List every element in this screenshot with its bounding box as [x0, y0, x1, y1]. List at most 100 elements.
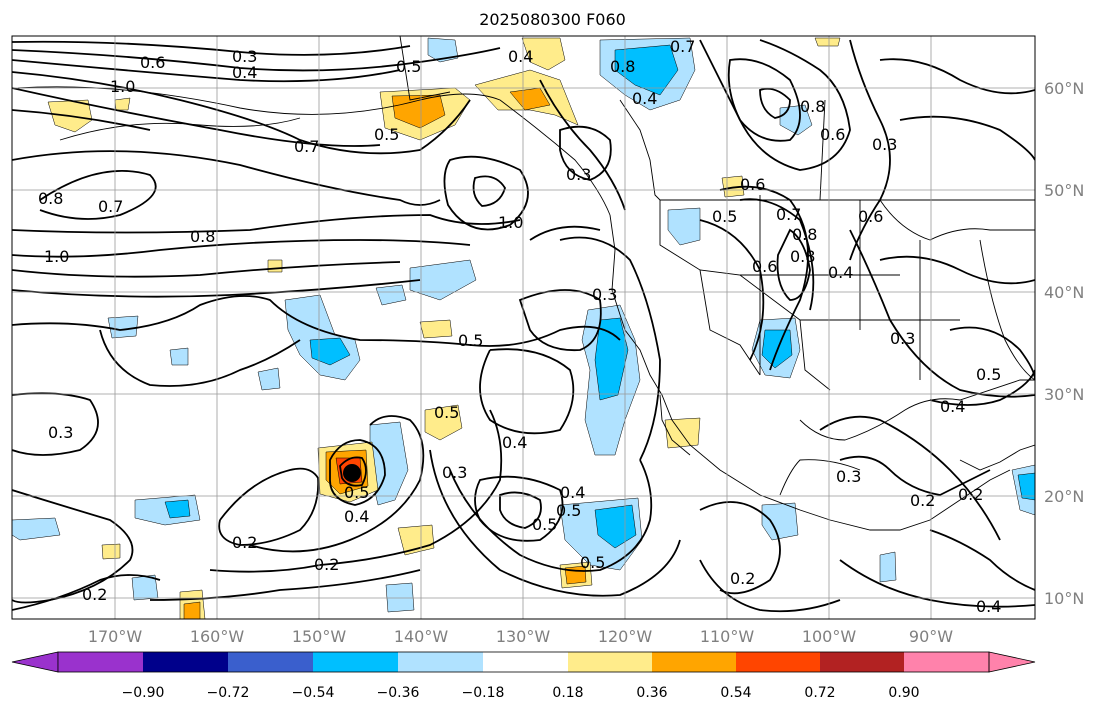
- contour-label: 0.8: [190, 227, 215, 246]
- colorbar-segment: [736, 652, 820, 672]
- colorbar-tick-label: −0.90: [122, 685, 165, 701]
- contour-label: 0.5: [344, 483, 369, 502]
- lon-label: 100°W: [802, 627, 857, 646]
- contour-label: 0.5: [396, 57, 421, 76]
- colorbar-segment: [58, 652, 143, 672]
- contour-label: 0.5: [532, 515, 557, 534]
- contour-labels: 0.3 0.4 0.6 1.0 0.5 0.4 0.7 0.8 0.4 0.5 …: [38, 37, 1001, 616]
- contour-label: 0.4: [976, 597, 1001, 616]
- colorbar-segment: [228, 652, 313, 672]
- colorbar-tick-label: −0.54: [292, 685, 335, 701]
- contour-label: 0.3: [872, 135, 897, 154]
- contour-label: 0.3: [566, 165, 591, 184]
- contour-label: 0.2: [82, 585, 107, 604]
- contour-label: 0.4: [344, 507, 369, 526]
- contour-label: 0.6: [140, 53, 165, 72]
- lon-label: 90°W: [909, 627, 953, 646]
- longitude-labels: 170°W 160°W 150°W 140°W 130°W 120°W 110°…: [88, 627, 953, 646]
- colorbar-tick-label: 0.72: [804, 685, 835, 701]
- contour-label: 0.8: [38, 189, 63, 208]
- contour-label: 0.8: [610, 57, 635, 76]
- colorbar-segment: [568, 652, 652, 672]
- colorbar-tick-label: −0.36: [377, 685, 420, 701]
- contour-label: 0.5: [556, 501, 581, 520]
- contour-label: 0.2: [314, 555, 339, 574]
- contour-label: 0.7: [776, 205, 801, 224]
- contour-label: 0.4: [232, 63, 257, 82]
- lon-label: 140°W: [394, 627, 449, 646]
- lat-label: 50°N: [1044, 181, 1084, 200]
- contour-label: 0.6: [752, 257, 777, 276]
- contour-label: 0.4: [632, 89, 657, 108]
- contour-label: 0.4: [508, 47, 533, 66]
- colorbar-min-extend: [11, 651, 59, 673]
- lat-label: 10°N: [1044, 589, 1084, 608]
- colorbar-tick-label: −0.72: [207, 685, 250, 701]
- lon-label: 150°W: [292, 627, 347, 646]
- lon-label: 120°W: [598, 627, 653, 646]
- lon-label: 130°W: [496, 627, 551, 646]
- contour-label: 0.6: [858, 207, 883, 226]
- colorbar-tick-label: 0.54: [720, 685, 751, 701]
- contour-label: 0.6: [740, 175, 765, 194]
- contour-label: 0.8: [800, 97, 825, 116]
- latitude-labels: 60°N 50°N 40°N 30°N 20°N 10°N: [1044, 79, 1084, 608]
- contour-label: 0.4: [940, 397, 965, 416]
- colorbar-max-extend: [988, 651, 1036, 673]
- contour-label: 0.4: [502, 433, 527, 452]
- lat-label: 40°N: [1044, 283, 1084, 302]
- colorbar: −0.90 −0.72 −0.54 −0.36 −0.18 0.18 0.36 …: [11, 651, 1036, 701]
- map-frame: [11, 35, 1036, 620]
- contour-label: 0.7: [98, 197, 123, 216]
- contour-label: 0.3: [890, 329, 915, 348]
- contour-label: 0.3: [592, 285, 617, 304]
- contour-label: 1.0: [110, 77, 135, 96]
- lat-label: 20°N: [1044, 487, 1084, 506]
- contour-label: 0.5: [976, 365, 1001, 384]
- lon-label: 110°W: [700, 627, 755, 646]
- contour-label: 0.5: [712, 207, 737, 226]
- contour-label: 0.3: [232, 47, 257, 66]
- colorbar-segment: [904, 652, 989, 672]
- shaded-fields: [12, 37, 1035, 619]
- colorbar-segment: [820, 652, 904, 672]
- contour-label: 0.2: [232, 533, 257, 552]
- colorbar-segment: [652, 652, 736, 672]
- contour-label: 0.5: [434, 403, 459, 422]
- cyclone-center-marker: [343, 464, 361, 482]
- contour-label: 0.3: [442, 463, 467, 482]
- contour-label: 0.3: [836, 467, 861, 486]
- contour-label: 0.5: [580, 553, 605, 572]
- colorbar-segment: [143, 652, 228, 672]
- contour-label: 0.2: [958, 485, 983, 504]
- colorbar-tick-label: 0.18: [552, 685, 583, 701]
- lon-label: 160°W: [190, 627, 245, 646]
- contour-label: 0.7: [670, 37, 695, 56]
- contour-lines: [12, 39, 1035, 613]
- colorbar-segment: [483, 652, 568, 672]
- colorbar-outline: [57, 651, 990, 673]
- contour-label: 0.2: [730, 569, 755, 588]
- contour-label: 0.5: [374, 125, 399, 144]
- contour-label: 0.8: [790, 247, 815, 266]
- contour-label: 1.0: [498, 213, 523, 232]
- contour-label: 1.0: [44, 247, 69, 266]
- colorbar-tick-label: 0.90: [888, 685, 919, 701]
- colorbar-tick-label: −0.18: [462, 685, 505, 701]
- lon-label: 170°W: [88, 627, 143, 646]
- contour-label: 0.4: [560, 483, 585, 502]
- colorbar-segment: [313, 652, 398, 672]
- contour-label: 0.6: [820, 125, 845, 144]
- contour-label: 0.7: [294, 137, 319, 156]
- contour-label: 0.5: [458, 331, 483, 350]
- contour-label: 0.4: [828, 263, 853, 282]
- lat-label: 60°N: [1044, 79, 1084, 98]
- graticule: [12, 36, 1035, 619]
- map-title: 2025080300 F060: [479, 10, 626, 29]
- contour-label: 0.2: [910, 491, 935, 510]
- lat-label: 30°N: [1044, 385, 1084, 404]
- contour-label: 0.3: [48, 423, 73, 442]
- contour-label: 0.8: [792, 225, 817, 244]
- colorbar-segment: [398, 652, 483, 672]
